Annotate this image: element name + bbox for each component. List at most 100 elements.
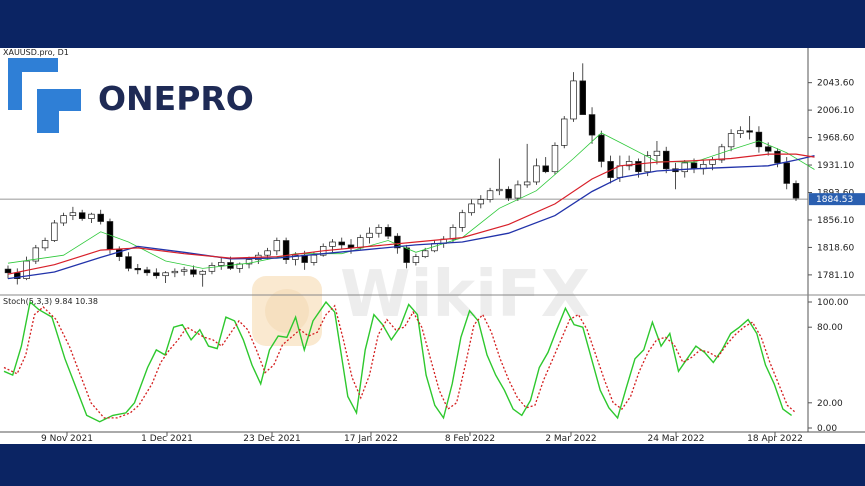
- stoch-k-line: [3, 300, 793, 423]
- stoch-axis: 100.00 80.00 20.00 0.00: [808, 298, 849, 434]
- chart-svg: WikiFX ONEPRO XAUUSD.pro, D1 2043.60 2006…: [0, 48, 865, 444]
- candle-body: [329, 241, 336, 247]
- stoch-tick-label: 0.00: [817, 424, 837, 434]
- candle-body: [598, 134, 605, 162]
- price-tick-label: 2006.10: [817, 106, 854, 116]
- candle-body: [774, 150, 781, 164]
- stochastic-oscillator: [3, 300, 797, 423]
- main-price-axis: 2043.602006.101968.601931.101893.601856.…: [808, 79, 865, 281]
- candle-body: [690, 162, 698, 170]
- price-tick-label: 1856.10: [817, 216, 854, 226]
- time-tick-label: 24 Mar 2022: [647, 434, 704, 444]
- candle-body: [662, 150, 670, 170]
- candle-body: [514, 184, 522, 199]
- price-tick-label: 2043.60: [817, 79, 854, 89]
- candle-body: [635, 161, 642, 173]
- candle-body: [4, 268, 12, 274]
- time-tick-label: 9 Nov 2021: [41, 434, 93, 444]
- candle-body: [199, 270, 206, 275]
- candle-body: [143, 269, 151, 274]
- candlestick-series: [4, 63, 800, 287]
- time-axis: 9 Nov 2021 1 Dec 2021 23 Dec 2021 17 Jan 20…: [41, 432, 803, 444]
- candle-body: [709, 159, 716, 165]
- candle-body: [208, 265, 216, 272]
- candle-body: [134, 268, 142, 271]
- candle-body: [533, 165, 540, 183]
- onepro-logo: ONEPRO: [8, 58, 254, 133]
- ma-mid-line: [7, 153, 815, 275]
- current-price-label: 1884.53: [816, 195, 853, 205]
- candle-body: [505, 188, 512, 199]
- main-price-grid: [0, 48, 865, 433]
- candle-body: [616, 165, 624, 178]
- onepro-logo-icon: [8, 58, 81, 133]
- price-tick-label: 1818.60: [817, 243, 854, 253]
- candle-body: [190, 269, 197, 275]
- candle-body: [625, 161, 633, 167]
- candle-body: [310, 254, 318, 263]
- price-tick-label: 1968.60: [817, 134, 854, 144]
- time-tick-label: 2 Mar 2022: [545, 434, 596, 444]
- stoch-d-line: [3, 304, 797, 419]
- candle-body: [523, 181, 531, 186]
- candle-body: [162, 272, 169, 277]
- candle-body: [375, 227, 383, 234]
- candle-body: [394, 235, 401, 249]
- candle-body: [366, 232, 373, 238]
- time-tick-label: 23 Dec 2021: [243, 434, 301, 444]
- current-price-tag: [809, 193, 865, 206]
- candle-body: [561, 118, 568, 146]
- candle-body: [412, 256, 420, 263]
- moving-averages: [7, 132, 815, 280]
- candle-body: [180, 269, 188, 272]
- candle-body: [737, 130, 744, 134]
- symbol-label: XAUUSD.pro, D1: [3, 48, 69, 57]
- candle-body: [78, 212, 86, 219]
- candle-body: [60, 215, 67, 224]
- candle-body: [97, 213, 104, 222]
- watermark: WikiFX: [252, 258, 590, 346]
- candle-body: [421, 250, 429, 258]
- candle-body: [746, 130, 753, 133]
- price-tick-label: 1931.10: [817, 161, 854, 171]
- candle-body: [217, 262, 225, 266]
- logo-text: ONEPRO: [98, 79, 254, 118]
- candle-body: [384, 227, 392, 237]
- candle-body: [496, 188, 503, 192]
- stoch-tick-label: 100.00: [817, 298, 849, 308]
- candle-body: [653, 150, 661, 156]
- ma-slow-line: [7, 154, 815, 280]
- candle-body: [338, 241, 345, 246]
- time-tick-label: 8 Feb 2022: [445, 434, 495, 444]
- candle-body: [783, 162, 790, 184]
- candle-body: [69, 212, 77, 216]
- candle-body: [588, 114, 596, 136]
- stoch-tick-label: 20.00: [817, 399, 843, 409]
- price-tick-label: 1781.10: [817, 271, 854, 281]
- candle-body: [486, 190, 494, 200]
- candle-body: [357, 237, 364, 249]
- candle-body: [542, 165, 549, 173]
- time-tick-label: 1 Dec 2021: [141, 434, 193, 444]
- candle-body: [88, 213, 95, 219]
- candle-body: [171, 270, 179, 274]
- candle-body: [264, 250, 271, 256]
- candle-body: [41, 240, 49, 249]
- stoch-label: Stoch(5,3,3) 9.84 10.38: [3, 297, 98, 306]
- watermark-logo-icon: [252, 276, 322, 346]
- candle-body: [579, 80, 587, 115]
- time-tick-label: 17 Jan 2022: [344, 434, 398, 444]
- candle-body: [459, 212, 466, 228]
- candle-body: [245, 259, 253, 265]
- candle-body: [51, 222, 58, 241]
- candle-body: [755, 131, 763, 148]
- time-tick-label: 18 Apr 2022: [747, 434, 803, 444]
- candle-body: [282, 240, 290, 260]
- candle-body: [125, 256, 132, 269]
- chart-panel: WikiFX ONEPRO XAUUSD.pro, D1 2043.60 2006…: [0, 48, 865, 444]
- candle-body: [273, 240, 281, 252]
- candle-body: [468, 203, 475, 214]
- candle-body: [449, 227, 457, 240]
- candle-body: [403, 247, 410, 263]
